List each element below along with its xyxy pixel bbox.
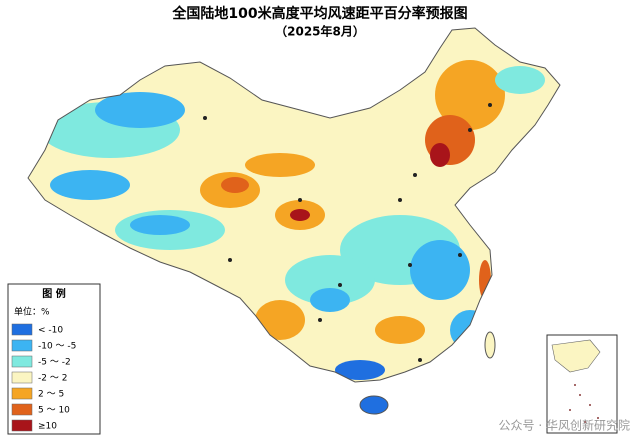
region	[255, 300, 305, 340]
legend-swatch	[11, 419, 33, 432]
region	[310, 288, 350, 312]
legend-swatch	[11, 323, 33, 336]
cities	[203, 103, 492, 362]
region	[375, 316, 425, 344]
legend-items: < -10 -10 ～ -5 -5 ～ -2 -2 ～ 2 2 ～ 5 5 ～ 10 ≥10	[11, 323, 76, 432]
region	[410, 240, 470, 300]
city-dot	[298, 198, 302, 202]
city-dot	[318, 318, 322, 322]
city-dot	[413, 173, 417, 177]
legend-label: -5 ～ -2	[38, 358, 71, 368]
region	[245, 153, 315, 177]
island	[574, 384, 576, 386]
legend-label: < -10	[38, 326, 63, 336]
region	[450, 310, 490, 350]
legend-label: 5 ～ 10	[38, 406, 70, 416]
legend-swatch	[11, 339, 33, 352]
legend-swatch	[11, 387, 33, 400]
legend-label: -2 ～ 2	[38, 374, 67, 384]
title: 全国陆地100米高度平均风速距平百分率预报图	[171, 5, 467, 22]
island	[589, 404, 591, 406]
legend-label: -10 ～ -5	[38, 342, 76, 352]
inset-islands	[569, 384, 599, 423]
subtitle: （2025年8月）	[275, 24, 365, 39]
city-dot	[398, 198, 402, 202]
city-dot	[338, 283, 342, 287]
border	[27, 27, 561, 383]
region	[430, 143, 450, 167]
city-dot	[488, 103, 492, 107]
legend-swatch	[11, 355, 33, 368]
taiwan	[484, 331, 496, 359]
city-dot	[203, 116, 207, 120]
legend-label: 2 ～ 5	[38, 390, 64, 400]
legend-title: 图 例	[42, 287, 65, 300]
watermark: 公众号 · 华风创新研究院	[499, 418, 630, 433]
city-dot	[418, 358, 422, 362]
region	[335, 360, 385, 380]
legend-swatch	[11, 371, 33, 384]
region	[130, 215, 190, 235]
region	[50, 170, 130, 200]
inset-land	[551, 339, 601, 373]
legend-swatch	[11, 403, 33, 416]
city-dot	[408, 263, 412, 267]
region	[290, 209, 310, 221]
region	[285, 255, 375, 305]
legend-unit: 单位：%	[14, 306, 50, 318]
city-dot	[468, 128, 472, 132]
island	[584, 421, 586, 423]
region	[221, 177, 249, 193]
city-dot	[228, 258, 232, 262]
island	[597, 417, 599, 419]
hainan	[359, 395, 389, 415]
region	[95, 92, 185, 128]
region	[495, 66, 545, 94]
island	[569, 409, 571, 411]
city-dot	[458, 253, 462, 257]
island	[579, 394, 581, 396]
legend-label: ≥10	[38, 422, 57, 432]
region	[435, 60, 505, 130]
